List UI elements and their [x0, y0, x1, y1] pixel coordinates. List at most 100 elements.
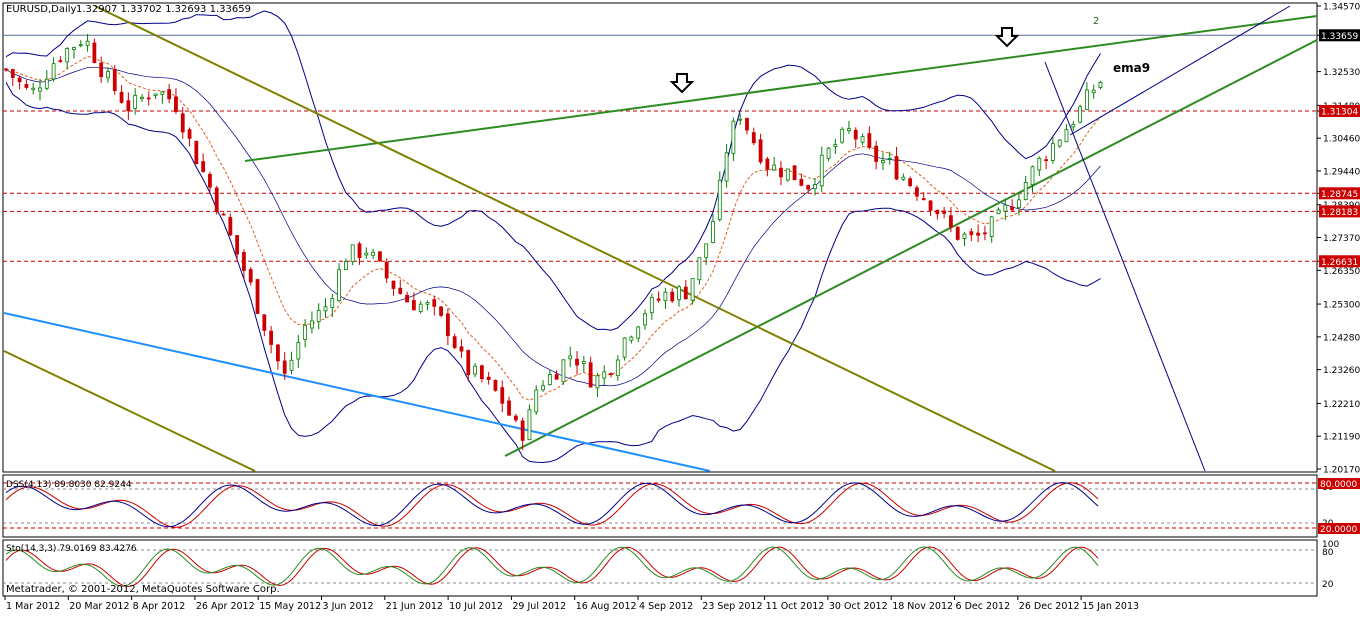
candle-body — [690, 278, 695, 301]
bollinger-middle — [5, 66, 1101, 387]
candle-body — [180, 113, 185, 133]
candle-body — [493, 379, 498, 391]
candle-body — [792, 165, 797, 181]
candle-body — [894, 156, 899, 180]
x-tick-label: 23 Sep 2012 — [702, 601, 762, 612]
candle-body — [853, 129, 858, 140]
candle-body — [364, 252, 369, 256]
y-tick-label: 1.27370 — [1323, 234, 1360, 244]
candle-body — [10, 69, 15, 78]
candle-body — [717, 179, 722, 220]
candle-body — [928, 200, 933, 211]
candle-body — [541, 385, 545, 391]
candle-body — [201, 161, 206, 172]
main-panel — [2, 2, 1318, 473]
candle-body — [575, 358, 579, 366]
candle-body — [330, 298, 335, 308]
candle-body — [1084, 89, 1089, 110]
candle-body — [874, 145, 879, 162]
candle-body — [1023, 182, 1028, 200]
candle-body — [187, 129, 192, 139]
navy-descending-line — [1044, 61, 1206, 472]
candle-body — [500, 387, 505, 404]
candle-body — [568, 355, 573, 360]
candle-body — [983, 232, 987, 235]
candle-body — [772, 164, 777, 171]
candle-body — [969, 231, 974, 236]
candle-body — [833, 144, 838, 147]
x-tick-label: 11 Oct 2012 — [766, 601, 825, 612]
candle-body — [921, 198, 926, 201]
stoch-scale-100: 100 — [1322, 540, 1339, 550]
bollinger-upper — [5, 10, 1101, 331]
candle-body — [24, 84, 29, 88]
axis-layer: 1.345701.336591.325301.314801.313041.304… — [4, 3, 1360, 612]
candle-body — [38, 87, 42, 92]
candle-body — [513, 415, 518, 421]
x-tick-label: 15 May 2012 — [259, 601, 321, 612]
candle-body — [629, 336, 634, 341]
candle-body — [167, 89, 172, 100]
candle-body — [418, 303, 423, 312]
candle-body — [479, 365, 484, 380]
candle-body — [785, 168, 790, 181]
candle-body — [1098, 82, 1103, 88]
candle-body — [527, 409, 532, 441]
candle-body — [146, 97, 151, 100]
olive-channel-upper — [94, 5, 1056, 472]
green-support-trendline — [504, 39, 1318, 457]
candle-layer — [4, 33, 1103, 450]
candle-body — [466, 350, 471, 376]
candle-body — [235, 235, 240, 255]
candle-body — [819, 154, 824, 187]
candle-body — [745, 117, 749, 131]
candle-body — [976, 232, 981, 236]
y-tick-label: 1.25300 — [1323, 301, 1360, 311]
candle-body — [534, 389, 539, 413]
y-tick-label: 1.20170 — [1323, 466, 1360, 476]
candle-body — [459, 346, 464, 352]
candle-body — [214, 187, 219, 213]
dss-main-line — [5, 482, 1099, 528]
y-tick-label: 1.29440 — [1323, 167, 1360, 177]
candle-body — [51, 63, 56, 80]
candle-body — [751, 132, 756, 144]
candle-body — [343, 261, 348, 270]
dss-level-80-tag-text: 80.0000 — [1320, 480, 1357, 490]
candle-body — [119, 91, 124, 103]
candle-body — [377, 251, 382, 262]
candle-body — [140, 96, 144, 99]
candle-body — [588, 362, 593, 388]
y-tick-label: 1.30460 — [1323, 135, 1360, 145]
candle-body — [65, 48, 70, 63]
x-tick-label: 1 Mar 2012 — [6, 601, 60, 612]
candle-body — [1078, 106, 1082, 123]
olive-channel-lower — [3, 350, 256, 472]
candle-body — [194, 140, 199, 165]
candle-body — [1044, 159, 1048, 162]
candle-body — [731, 120, 736, 154]
candle-body — [704, 243, 709, 258]
candle-body — [609, 373, 613, 375]
candle-body — [228, 216, 233, 236]
copyright: Metatrader, © 2001-2012, MetaQuotes Soft… — [6, 584, 280, 595]
x-tick-label: 18 Nov 2012 — [892, 601, 953, 612]
ema-annotation: ema9 — [1113, 61, 1150, 75]
candle-body — [323, 306, 328, 312]
y-tick-label: 1.28745 — [1321, 190, 1358, 200]
y-price-tag — [1319, 205, 1360, 218]
candle-body — [92, 42, 97, 63]
symbol-header: EURUSD,Daily — [6, 4, 77, 15]
wave-mark: 2 — [1093, 16, 1099, 27]
candle-body — [670, 291, 675, 302]
dss-label: DSS(4,13) 89.8030 82.9244 — [6, 480, 132, 490]
x-tick-label: 21 Jun 2012 — [386, 601, 443, 612]
stoch-label: Sto(14,3,3) 79.0169 83.4276 — [6, 544, 137, 554]
candle-body — [255, 279, 260, 314]
ohlc-header: 1.32907 1.33702 1.32693 1.33659 — [76, 4, 251, 15]
y-tick-label: 1.26350 — [1323, 267, 1360, 277]
x-tick-label: 8 Apr 2012 — [133, 601, 186, 612]
candle-body — [881, 160, 885, 164]
candle-body — [724, 152, 729, 182]
